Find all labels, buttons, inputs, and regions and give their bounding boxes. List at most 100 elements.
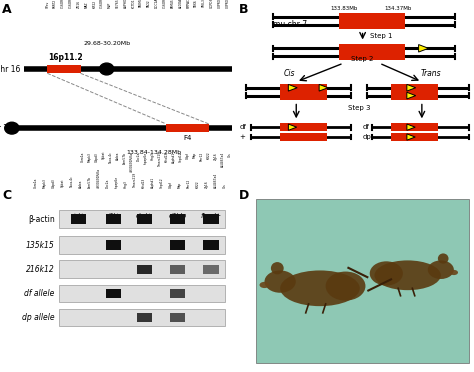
Bar	[106, 289, 121, 298]
Text: ALDOA: ALDOA	[179, 0, 182, 8]
Text: DOC2A: DOC2A	[155, 0, 159, 8]
Ellipse shape	[438, 253, 448, 264]
Bar	[137, 264, 152, 274]
Text: Step 2: Step 2	[351, 56, 374, 62]
Text: Mapk3: Mapk3	[43, 178, 46, 188]
Text: C: C	[2, 189, 11, 202]
Text: 4930491RiKa: 4930491RiKa	[130, 152, 134, 172]
Text: Klf22: Klf22	[196, 180, 200, 188]
Polygon shape	[288, 124, 297, 130]
Text: YPEL3: YPEL3	[202, 0, 206, 8]
Bar	[170, 240, 185, 250]
Text: Asphd1: Asphd1	[172, 152, 176, 163]
Text: Cdpf: Cdpf	[169, 181, 173, 188]
Bar	[59, 236, 225, 254]
Text: dp: dp	[363, 134, 371, 140]
Text: mu chr 7: mu chr 7	[0, 124, 8, 133]
Text: PIPPAC: PIPPAC	[186, 0, 191, 8]
Text: 16p11.2: 16p11.2	[48, 53, 83, 62]
Bar	[339, 44, 405, 52]
Text: 4930491RiKa: 4930491RiKa	[97, 168, 101, 188]
Text: 133.84-134.28Mb: 133.84-134.28Mb	[127, 150, 182, 155]
Text: GDPD3: GDPD3	[210, 0, 214, 8]
Text: Kctd13: Kctd13	[165, 152, 169, 162]
Text: Doc2a: Doc2a	[106, 179, 110, 188]
Bar	[59, 210, 225, 228]
Ellipse shape	[428, 260, 454, 279]
Text: hu chr 16: hu chr 16	[0, 64, 20, 74]
Text: C0PRO31A: C0PRO31A	[226, 0, 229, 8]
Text: ZG16: ZG16	[77, 0, 81, 8]
Text: Tmerc219: Tmerc219	[158, 152, 162, 167]
Text: df: df	[363, 124, 370, 130]
Text: Gdpd3: Gdpd3	[52, 178, 55, 188]
Text: TAEM4219: TAEM4219	[139, 0, 143, 8]
Ellipse shape	[260, 282, 269, 288]
Text: Coro1a: Coro1a	[34, 177, 37, 188]
Text: A: A	[2, 3, 12, 16]
Text: PRRT2: PRRT2	[53, 0, 57, 8]
Bar	[280, 123, 327, 131]
Text: 216k12: 216k12	[26, 265, 55, 274]
Bar	[137, 313, 152, 322]
Polygon shape	[407, 92, 416, 99]
Text: df/dp: df/dp	[169, 213, 187, 219]
Polygon shape	[407, 134, 415, 140]
Text: Aldoa: Aldoa	[116, 152, 120, 160]
Bar	[256, 199, 469, 363]
Ellipse shape	[326, 272, 365, 301]
Text: MVP: MVP	[108, 1, 112, 8]
Text: mu chr 7: mu chr 7	[273, 20, 307, 29]
Text: +/+: +/+	[71, 213, 85, 219]
Text: 133.83Mb: 133.83Mb	[330, 6, 357, 11]
Text: Prrr12: Prrr12	[187, 179, 191, 188]
Bar	[391, 92, 438, 100]
Bar	[59, 285, 225, 302]
Text: Coro1a: Coro1a	[81, 152, 85, 162]
Bar	[280, 92, 327, 100]
Text: Tbca-4c: Tbca-4c	[70, 176, 73, 188]
Bar	[203, 240, 219, 250]
Text: Fam57b: Fam57b	[88, 176, 92, 188]
Text: C16ORF54: C16ORF54	[61, 0, 65, 8]
Bar	[170, 313, 185, 322]
Text: 135k15: 135k15	[26, 241, 55, 250]
Text: C16ORF53: C16ORF53	[69, 0, 73, 8]
Text: Cis: Cis	[283, 69, 295, 78]
Text: C16ORF52: C16ORF52	[100, 0, 104, 8]
Text: Ypbat: Ypbat	[61, 179, 64, 188]
Text: Kctd13: Kctd13	[142, 177, 146, 188]
Text: Tbca-4c: Tbca-4c	[109, 152, 113, 164]
Bar	[339, 13, 405, 21]
Text: C0PRO1: C0PRO1	[218, 0, 222, 8]
Text: ASPHO1: ASPHO1	[124, 0, 128, 8]
Text: Sept12: Sept12	[179, 152, 183, 163]
Text: Gls: Gls	[223, 183, 227, 188]
Text: Step 1: Step 1	[370, 33, 392, 39]
Bar	[59, 260, 225, 278]
Text: flox/+: flox/+	[201, 213, 221, 219]
Text: B: B	[239, 3, 249, 16]
Text: KIF22: KIF22	[92, 0, 96, 8]
Polygon shape	[288, 84, 297, 91]
Text: Inpap6e: Inpap6e	[144, 152, 148, 164]
Text: Aldoa: Aldoa	[79, 179, 82, 188]
Text: df/+: df/+	[106, 213, 121, 219]
Text: Trans: Trans	[421, 69, 442, 78]
Ellipse shape	[374, 260, 441, 290]
Ellipse shape	[280, 270, 360, 306]
Text: Zg16: Zg16	[214, 152, 218, 160]
Bar	[203, 214, 219, 224]
Bar	[106, 240, 121, 250]
Text: 134.37Mb: 134.37Mb	[384, 6, 412, 11]
Polygon shape	[419, 45, 428, 52]
Text: Inpap6e: Inpap6e	[115, 176, 119, 188]
Text: MAZ: MAZ	[84, 1, 89, 8]
Text: Ypbat: Ypbat	[102, 152, 106, 160]
Circle shape	[100, 63, 114, 75]
Polygon shape	[319, 84, 328, 91]
Text: Doc2a: Doc2a	[137, 152, 141, 161]
Bar	[203, 264, 219, 274]
Text: Prrr12: Prrr12	[200, 152, 204, 161]
Bar	[47, 65, 81, 73]
